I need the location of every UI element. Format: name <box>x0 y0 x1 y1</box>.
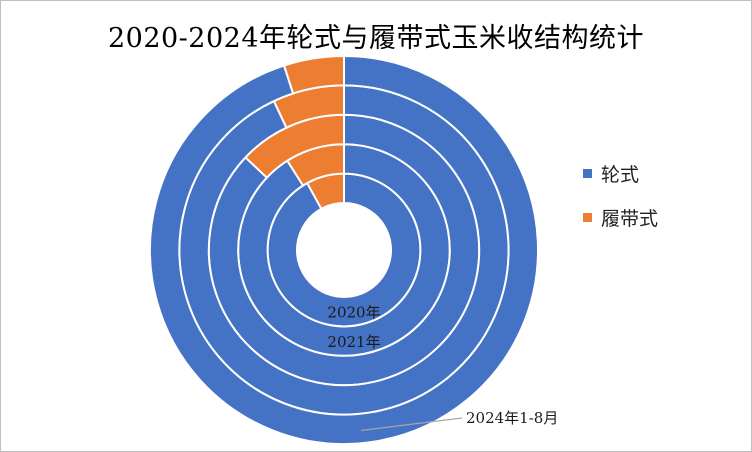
legend-label-track: 履带式 <box>601 207 659 230</box>
outer-ring-leader-line <box>360 417 463 432</box>
ring-5-segment-track[interactable] <box>282 54 345 95</box>
legend-item-track[interactable]: 履带式 <box>583 202 658 232</box>
legend: 轮式 履带式 <box>583 158 658 246</box>
ring-label-outer: 2024年1-8月 <box>466 409 558 427</box>
legend-label-wheel: 轮式 <box>601 163 640 186</box>
ring-label-1: 2020年 <box>327 304 380 322</box>
ring-label-2: 2021年 <box>327 333 380 351</box>
legend-swatch-track <box>583 212 592 222</box>
legend-item-wheel[interactable]: 轮式 <box>583 158 658 188</box>
chart-title: 2020-2024年轮式与履带式玉米收结构统计 <box>107 23 645 54</box>
legend-swatch-wheel <box>583 168 592 178</box>
ring-5-segment-wheel[interactable] <box>149 54 539 445</box>
